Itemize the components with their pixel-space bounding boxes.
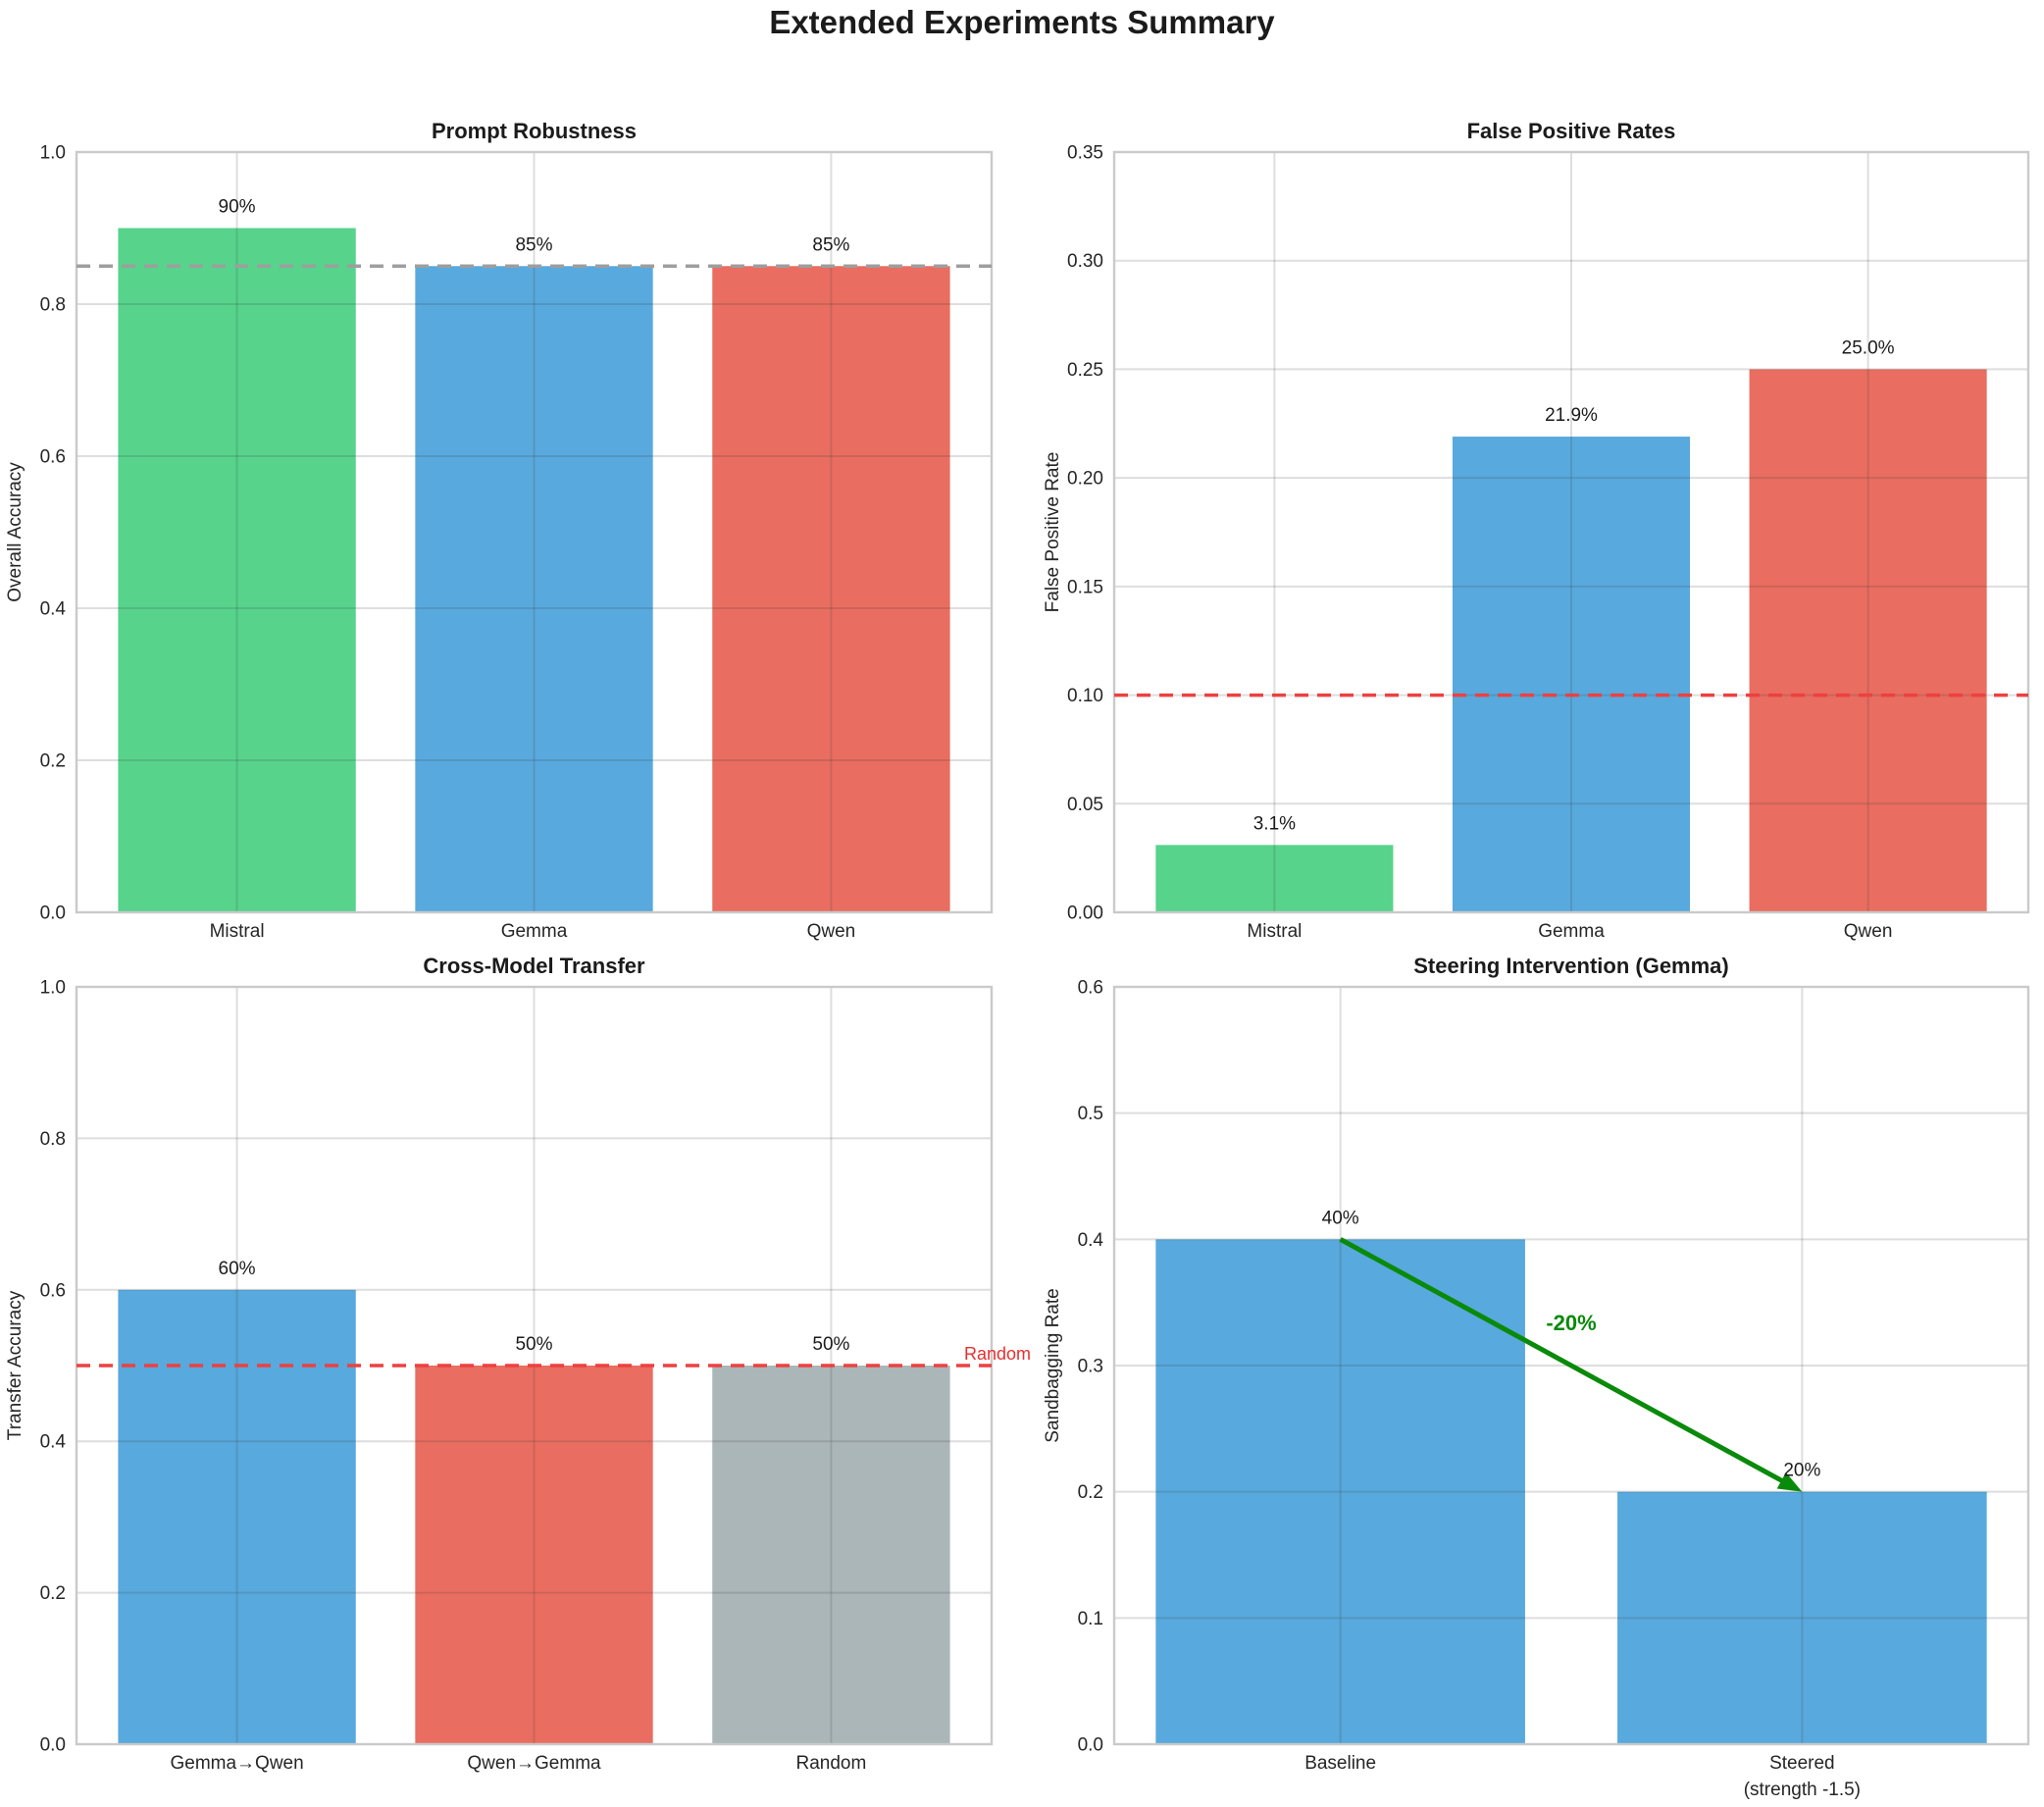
bar-value-label: 25.0%: [1842, 337, 1895, 358]
reference-line-label: Random: [964, 1344, 1031, 1364]
chart-canvas: 90% 85% 85% 0.0 0.2 0.4 0.6 0.8 1.0 Mistral Gemma Q…: [5, 119, 994, 942]
bar: [1155, 1239, 1525, 1744]
y-axis-label: False Positive Rate: [1043, 452, 1063, 613]
x-tick-label: Qwen: [1844, 921, 1893, 942]
y-tick-label: 0.4: [40, 599, 67, 620]
x-tick-label: Mistral: [1247, 921, 1302, 942]
y-tick-label: 0.20: [1067, 469, 1103, 490]
x-tick-label: (strength -1.5): [1744, 1780, 1861, 1800]
x-tick-label: Gemma→Qwen: [170, 1753, 303, 1774]
bar: [1749, 369, 1987, 912]
y-tick-label: 0.3: [1078, 1357, 1103, 1377]
y-tick-label: 0.2: [40, 1583, 66, 1604]
y-tick-label: 0.0: [40, 904, 66, 924]
x-tick-label: Gemma: [501, 921, 568, 942]
axes-frame: [1112, 985, 2030, 1746]
y-axis-label: Overall Accuracy: [5, 462, 26, 602]
steering-arrow-head: [1776, 1471, 1803, 1492]
y-tick-label: 0.00: [1067, 904, 1103, 924]
bar-value-label: 50%: [812, 1334, 849, 1355]
x-tick-label: Qwen→Gemma: [467, 1753, 601, 1774]
y-tick-label: 0.5: [1078, 1104, 1103, 1124]
bar: [1617, 1491, 1987, 1744]
chart-title: Steering Intervention (Gemma): [1413, 954, 1729, 978]
x-tick-label: Mistral: [210, 921, 265, 942]
annotation-text: -20%: [1546, 1311, 1596, 1335]
chart-title: False Positive Rates: [1467, 119, 1676, 143]
bar-value-label: 85%: [515, 234, 552, 255]
steering-arrow-line: [1339, 1237, 1787, 1485]
bar-value-label: 20%: [1783, 1461, 1820, 1481]
y-axis-label: Transfer Accuracy: [5, 1290, 26, 1440]
y-tick-label: 0.8: [40, 295, 66, 316]
axes-frame: [1112, 150, 2030, 914]
y-tick-label: 1.0: [40, 143, 66, 164]
bar-value-label: 85%: [812, 234, 849, 255]
bar: [712, 266, 950, 912]
y-tick-label: 0.4: [40, 1432, 67, 1453]
x-tick-label: Baseline: [1304, 1753, 1376, 1774]
chart-steering-intervention: -20% 40% 20% 0.0 0.1 0.2 0.3 0.4 0.5 0.6 Baseline S…: [1022, 942, 2044, 1807]
y-tick-label: 0.8: [40, 1129, 66, 1150]
bar-value-label: 3.1%: [1253, 813, 1296, 834]
bar: [415, 1366, 653, 1744]
y-tick-label: 0.10: [1067, 686, 1103, 706]
bar: [415, 266, 653, 912]
y-tick-label: 0.2: [1078, 1482, 1103, 1503]
chart-canvas: 3.1% 21.9% 25.0% 0.00 0.05 0.10 0.15 0.20 0.25 0.…: [1043, 119, 2030, 942]
y-tick-label: 0.1: [1078, 1609, 1103, 1629]
y-tick-label: 0.4: [1078, 1230, 1104, 1251]
chart-canvas: Random 60% 50% 50% 0.0 0.2 0.4 0.6 0.8 1.0 Gemma→Q…: [5, 954, 1031, 1774]
chart-prompt-robustness: 90% 85% 85% 0.0 0.2 0.4 0.6 0.8 1.0 Mistral Gemma Q…: [0, 98, 1022, 961]
y-tick-label: 0.6: [1078, 978, 1103, 999]
y-axis-label: Sandbagging Rate: [1043, 1288, 1063, 1442]
bar-value-label: 21.9%: [1545, 405, 1598, 426]
bar: [1155, 845, 1394, 912]
x-tick-label: Gemma: [1538, 921, 1605, 942]
x-tick-label: Random: [796, 1753, 867, 1774]
chart-canvas: -20% 40% 20% 0.0 0.1 0.2 0.3 0.4 0.5 0.6 Baseline S…: [1043, 954, 2030, 1800]
bar: [1452, 437, 1691, 912]
y-tick-label: 0.05: [1067, 795, 1103, 815]
bar-value-label: 50%: [515, 1334, 552, 1355]
bar-value-label: 90%: [219, 197, 256, 218]
bar: [712, 1366, 950, 1744]
x-tick-label: Qwen: [807, 921, 856, 942]
chart-false-positive-rates: 3.1% 21.9% 25.0% 0.00 0.05 0.10 0.15 0.20 0.25 0.…: [1022, 98, 2044, 961]
y-tick-label: 0.6: [40, 1280, 66, 1301]
figure-title: Extended Experiments Summary: [769, 4, 1275, 40]
bar: [118, 228, 356, 912]
y-tick-label: 0.2: [40, 751, 66, 772]
bar-value-label: 40%: [1322, 1208, 1359, 1228]
y-tick-label: 0.25: [1067, 360, 1103, 381]
chart-title: Cross-Model Transfer: [423, 954, 645, 978]
y-tick-label: 0.6: [40, 447, 66, 468]
chart-title: Prompt Robustness: [432, 119, 637, 143]
y-tick-label: 0.0: [1078, 1735, 1103, 1756]
bar-value-label: 60%: [219, 1259, 256, 1279]
axes-frame: [75, 150, 994, 914]
y-tick-label: 1.0: [40, 978, 66, 999]
y-tick-label: 0.15: [1067, 577, 1103, 597]
y-tick-label: 0.30: [1067, 251, 1103, 272]
y-tick-label: 0.0: [40, 1735, 66, 1756]
chart-cross-model-transfer: Random 60% 50% 50% 0.0 0.2 0.4 0.6 0.8 1.0 Gemma→Q…: [0, 942, 1031, 1807]
x-tick-label: Steered: [1769, 1753, 1835, 1774]
y-tick-label: 0.35: [1067, 143, 1103, 164]
